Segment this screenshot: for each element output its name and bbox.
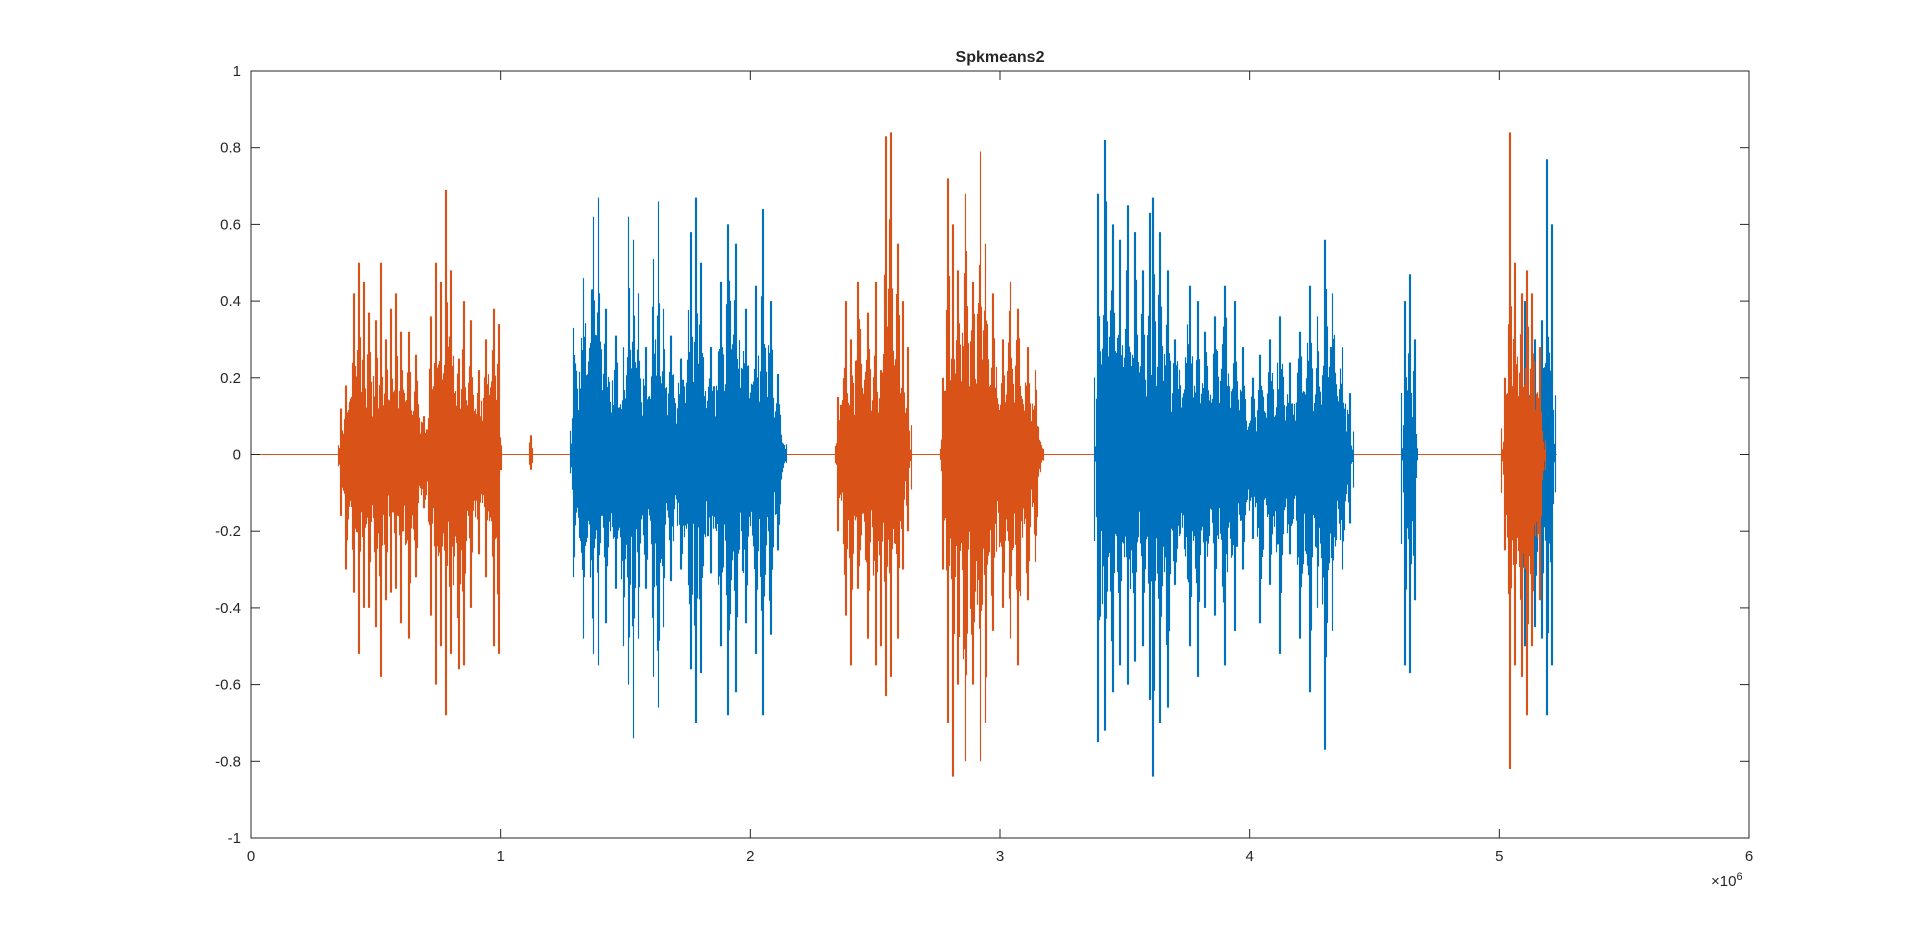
series-2-segment-5 bbox=[1500, 132, 1547, 769]
x-tick-label: 6 bbox=[1745, 848, 1753, 865]
series-1-segment-2 bbox=[1093, 140, 1355, 777]
x-tick-label: 3 bbox=[996, 848, 1004, 865]
y-tick-label: 0.4 bbox=[220, 293, 241, 310]
y-tick-label: -0.2 bbox=[215, 523, 241, 540]
tick-labels: 0 1 2 3 4 5 6 1 0.8 0.6 0.4 0.2 0 -0.2 -0.4 -0.6 -0.8 -1 bbox=[215, 63, 1753, 865]
x-tick-label: 0 bbox=[247, 848, 255, 865]
x-tick-label: 4 bbox=[1245, 848, 1253, 865]
y-tick-label: -0.8 bbox=[215, 753, 241, 770]
series-2-segment-4 bbox=[939, 151, 1045, 777]
y-tick-label: -0.6 bbox=[215, 677, 241, 694]
series-1-segment-1 bbox=[569, 197, 788, 739]
y-tick-label: 0.8 bbox=[220, 140, 241, 157]
y-tick-label: 1 bbox=[233, 63, 241, 80]
x-tick-label: 1 bbox=[496, 848, 504, 865]
series-2-segment-1 bbox=[337, 189, 503, 716]
y-tick-label: 0 bbox=[233, 447, 241, 464]
y-tick-label: -1 bbox=[228, 830, 241, 847]
series-1-segment-3 bbox=[1400, 274, 1419, 674]
y-tick-label: 0.2 bbox=[220, 370, 241, 387]
data-layer bbox=[251, 132, 1557, 777]
y-tick-label: 0.6 bbox=[220, 216, 241, 233]
series-2-segment-2 bbox=[528, 435, 534, 470]
series-2-segment-3 bbox=[834, 132, 913, 697]
x-exponent-label: ×106 bbox=[1711, 871, 1743, 890]
x-tick-label: 5 bbox=[1495, 848, 1503, 865]
chart-title: Spkmeans2 bbox=[956, 49, 1045, 66]
x-tick-label: 2 bbox=[746, 848, 754, 865]
y-tick-label: -0.4 bbox=[215, 600, 241, 617]
axes-layer bbox=[250, 70, 1750, 839]
